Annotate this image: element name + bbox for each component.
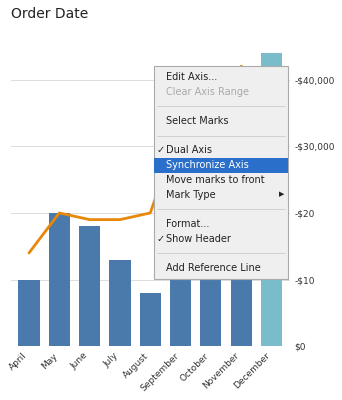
Bar	[261, 53, 282, 346]
FancyBboxPatch shape	[155, 66, 288, 279]
Bar	[109, 260, 131, 346]
Text: Mark Type: Mark Type	[166, 190, 216, 200]
Bar	[170, 133, 191, 346]
Text: Order Date: Order Date	[11, 7, 88, 21]
Bar	[49, 213, 70, 346]
Text: Edit Axis...: Edit Axis...	[166, 72, 218, 82]
Text: Synchronize Axis: Synchronize Axis	[166, 160, 249, 170]
Text: Show Header: Show Header	[166, 234, 231, 244]
Text: ✓: ✓	[157, 146, 165, 156]
Text: Select Marks: Select Marks	[166, 116, 229, 126]
Bar	[155, 158, 288, 172]
Text: Clear Axis Range: Clear Axis Range	[166, 86, 249, 96]
Text: Format...: Format...	[166, 219, 210, 229]
Text: ✓: ✓	[157, 234, 165, 244]
Bar	[140, 293, 161, 346]
Bar	[200, 160, 222, 346]
Text: Dual Axis: Dual Axis	[166, 146, 212, 156]
Text: Add Reference Line: Add Reference Line	[166, 263, 261, 273]
Bar	[18, 280, 40, 346]
Text: Move marks to front: Move marks to front	[166, 175, 265, 185]
Bar	[79, 226, 100, 346]
Bar	[231, 140, 252, 346]
Text: ▶: ▶	[279, 192, 284, 198]
